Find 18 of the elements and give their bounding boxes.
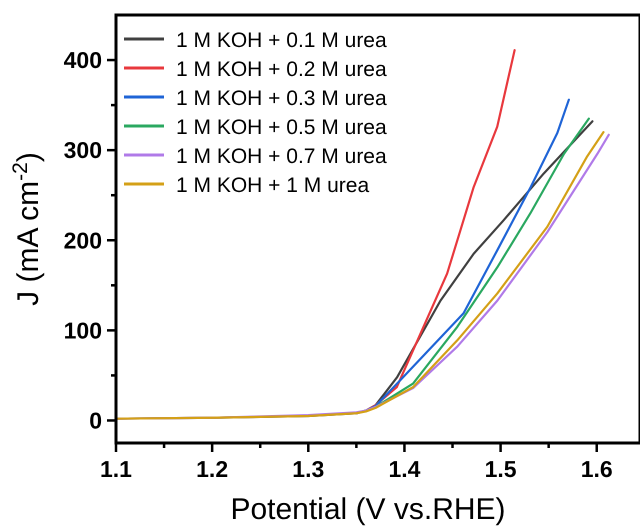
y-tick-label: 200 xyxy=(64,227,102,254)
legend-label: 1 M KOH + 0.7 M urea xyxy=(176,145,387,168)
x-tick-label: 1.3 xyxy=(292,456,324,482)
legend-label: 1 M KOH + 0.1 M urea xyxy=(176,29,387,52)
y-tick-label: 0 xyxy=(89,407,102,434)
y-tick-label: 400 xyxy=(64,47,102,74)
legend-label: 1 M KOH + 0.2 M urea xyxy=(176,58,387,81)
x-tick-label: 1.4 xyxy=(388,456,421,482)
legend-label: 1 M KOH + 0.5 M urea xyxy=(176,116,387,139)
x-tick-label: 1.6 xyxy=(580,456,613,482)
y-tick-label: 100 xyxy=(64,317,102,344)
legend-label: 1 M KOH + 1 M urea xyxy=(176,174,370,197)
x-axis-title: Potential (V vs.RHE) xyxy=(230,493,506,526)
x-tick-label: 1.1 xyxy=(100,456,132,482)
x-tick-label: 1.5 xyxy=(484,456,517,482)
legend-label: 1 M KOH + 0.3 M urea xyxy=(176,87,387,110)
x-tick-label: 1.2 xyxy=(196,456,228,482)
y-tick-label: 300 xyxy=(64,137,102,164)
